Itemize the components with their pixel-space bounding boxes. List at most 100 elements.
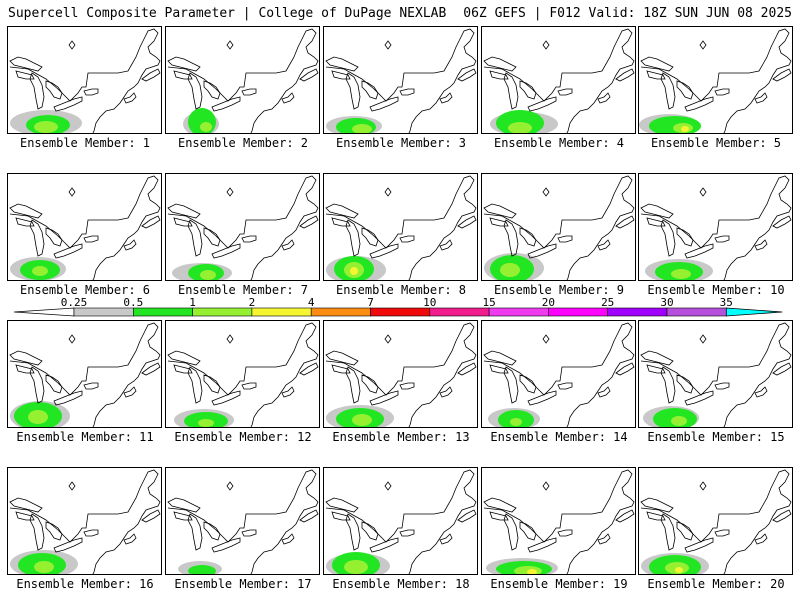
ensemble-member-panel xyxy=(481,467,636,575)
map-boundary-line xyxy=(646,364,666,374)
map-boundary-line xyxy=(439,386,453,398)
map-boundary-line xyxy=(9,203,43,219)
map-boundary-line xyxy=(640,497,674,513)
island-marker-icon xyxy=(542,40,550,50)
map-boundary-line xyxy=(187,72,203,110)
ensemble-member-label: Ensemble Member: 13 xyxy=(332,430,470,444)
ensemble-member-panel xyxy=(323,173,478,281)
island-marker-icon xyxy=(68,40,76,50)
map-boundary-line xyxy=(754,386,768,398)
map-boundary-line xyxy=(483,350,517,366)
map-boundary-line xyxy=(660,366,676,404)
map-boundary-line xyxy=(714,235,730,243)
ensemble-member-label: Ensemble Member: 12 xyxy=(174,430,312,444)
map-boundary-line xyxy=(684,390,714,406)
map-boundary-line xyxy=(640,469,792,574)
ensemble-member-panel xyxy=(638,467,793,575)
ensemble-member-panel xyxy=(7,320,162,428)
map-boundary-line xyxy=(519,521,537,541)
map-boundary-line xyxy=(489,511,509,521)
map-boundary-line xyxy=(640,56,674,72)
scp-contour-fill xyxy=(188,565,216,574)
map-boundary-line xyxy=(123,239,137,251)
island-marker-icon xyxy=(68,187,76,197)
map-boundary-line xyxy=(714,88,730,96)
scp-contour-fill xyxy=(200,122,212,132)
island-marker-icon xyxy=(384,187,392,197)
map-boundary-line xyxy=(29,513,45,551)
island-marker-icon xyxy=(699,187,707,197)
map-boundary-line xyxy=(325,497,359,513)
map-boundary-line xyxy=(361,227,379,247)
map-boundary-line xyxy=(141,215,161,229)
map-boundary-line xyxy=(299,509,319,523)
ensemble-member-panel xyxy=(7,173,162,281)
island-marker-icon xyxy=(226,40,234,50)
map-boundary-line xyxy=(483,203,517,219)
map-boundary-line xyxy=(211,96,241,112)
scp-contour-fill xyxy=(508,122,532,133)
map-boundary-line xyxy=(167,28,319,133)
color-scale-segment xyxy=(666,307,727,317)
map-boundary-line xyxy=(9,56,43,72)
ensemble-member-label: Ensemble Member: 8 xyxy=(335,283,467,297)
ensemble-member-panel xyxy=(638,173,793,281)
ensemble-member-label: Ensemble Member: 20 xyxy=(647,577,785,591)
map-boundary-line xyxy=(772,362,792,376)
map-boundary-line xyxy=(527,243,557,259)
ensemble-member-map xyxy=(9,28,161,133)
map-boundary-line xyxy=(640,350,674,366)
color-scale-segment xyxy=(370,307,431,317)
ensemble-member-label: Ensemble Member: 10 xyxy=(647,283,785,297)
model-run-info: 06Z GEFS | F012 Valid: 18Z SUN JUN 08 20… xyxy=(463,6,792,21)
ensemble-member-label: Ensemble Member: 11 xyxy=(16,430,154,444)
island-marker-icon xyxy=(699,481,707,491)
map-boundary-line xyxy=(173,511,193,521)
map-boundary-line xyxy=(457,215,477,229)
map-boundary-line xyxy=(369,96,399,112)
scp-contour-fill xyxy=(34,561,54,573)
ensemble-member-panel xyxy=(638,320,793,428)
color-scale-tick-label: 30 xyxy=(660,296,674,309)
map-boundary-line xyxy=(167,497,201,513)
map-boundary-line xyxy=(676,80,694,100)
map-boundary-line xyxy=(557,382,573,390)
map-boundary-line xyxy=(483,28,635,133)
ensemble-member-label: Ensemble Member: 3 xyxy=(335,136,467,150)
map-boundary-line xyxy=(439,533,453,545)
map-boundary-line xyxy=(483,469,635,574)
color-scale-tick-label: 4 xyxy=(307,296,315,309)
map-boundary-line xyxy=(29,219,45,257)
map-boundary-line xyxy=(299,215,319,229)
map-boundary-line xyxy=(503,219,519,257)
map-boundary-line xyxy=(345,366,361,404)
map-boundary-line xyxy=(173,217,193,227)
map-boundary-line xyxy=(345,219,361,257)
map-boundary-line xyxy=(9,322,161,427)
scp-contour-fill xyxy=(527,569,537,574)
color-scale-tick-label: 15 xyxy=(482,296,496,309)
map-boundary-line xyxy=(640,175,792,280)
color-scale-lower-arrow xyxy=(13,307,75,317)
color-scale-tick-label: 2 xyxy=(248,296,256,309)
map-boundary-line xyxy=(83,235,99,243)
map-boundary-line xyxy=(754,239,768,251)
map-boundary-line xyxy=(299,362,319,376)
map-boundary-line xyxy=(211,537,241,553)
map-boundary-line xyxy=(772,68,792,82)
scp-contour-fill xyxy=(671,269,691,279)
map-boundary-line xyxy=(714,529,730,537)
ensemble-member-panel xyxy=(165,173,320,281)
map-boundary-line xyxy=(503,366,519,404)
map-boundary-line xyxy=(241,235,257,243)
ensemble-member-panel xyxy=(323,26,478,134)
map-boundary-line xyxy=(640,28,792,133)
map-boundary-line xyxy=(557,88,573,96)
map-boundary-line xyxy=(640,322,792,427)
island-marker-icon xyxy=(68,334,76,344)
scp-contour-fill xyxy=(671,416,687,426)
map-boundary-line xyxy=(527,537,557,553)
map-boundary-line xyxy=(83,529,99,537)
scp-contour-fill xyxy=(28,410,48,424)
